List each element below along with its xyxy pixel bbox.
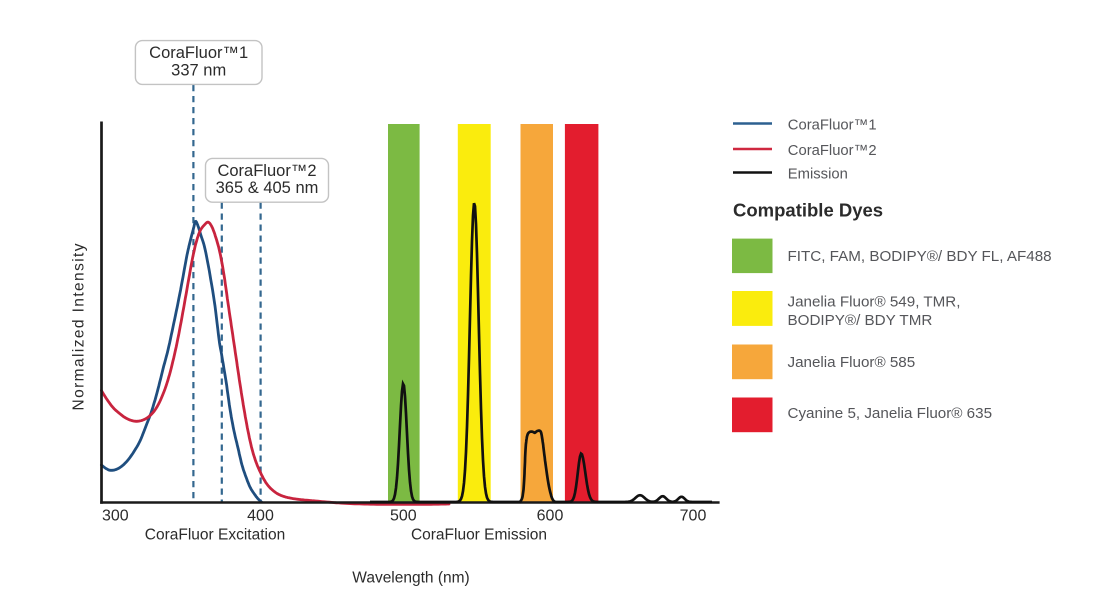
svg-text:400: 400	[247, 508, 274, 525]
svg-text:600: 600	[537, 508, 564, 525]
svg-text:CoraFluor Emission: CoraFluor Emission	[411, 527, 547, 544]
svg-text:CoraFluor™2: CoraFluor™2	[788, 143, 877, 159]
svg-text:BODIPY®/ BDY TMR: BODIPY®/ BDY TMR	[788, 312, 933, 329]
svg-text:CoraFluor Excitation: CoraFluor Excitation	[145, 527, 285, 544]
svg-text:337 nm: 337 nm	[171, 62, 226, 80]
svg-text:500: 500	[390, 508, 417, 525]
svg-text:Wavelength (nm): Wavelength (nm)	[352, 570, 469, 587]
svg-text:300: 300	[102, 508, 129, 525]
svg-text:Janelia Fluor® 549, TMR,: Janelia Fluor® 549, TMR,	[788, 294, 961, 311]
svg-text:FITC, FAM, BODIPY®/ BDY FL, AF: FITC, FAM, BODIPY®/ BDY FL, AF488	[788, 248, 1052, 265]
svg-text:Normalized Intensity: Normalized Intensity	[71, 242, 88, 410]
svg-text:365 & 405 nm: 365 & 405 nm	[216, 179, 319, 197]
svg-text:Compatible Dyes: Compatible Dyes	[733, 200, 883, 221]
svg-text:700: 700	[680, 508, 707, 525]
svg-text:Cyanine 5, Janelia Fluor® 635: Cyanine 5, Janelia Fluor® 635	[788, 405, 993, 422]
svg-text:CoraFluor™2: CoraFluor™2	[217, 162, 316, 180]
svg-text:Emission: Emission	[788, 167, 848, 183]
svg-text:CoraFluor™1: CoraFluor™1	[149, 44, 248, 62]
svg-text:CoraFluor™1: CoraFluor™1	[788, 118, 877, 134]
svg-text:Janelia Fluor® 585: Janelia Fluor® 585	[788, 354, 916, 371]
